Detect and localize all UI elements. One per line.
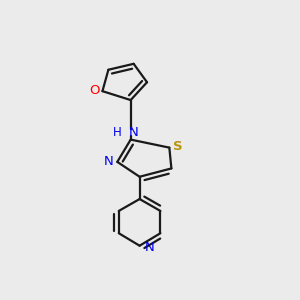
Text: N: N	[129, 126, 139, 139]
Text: S: S	[173, 140, 183, 153]
Text: H: H	[113, 126, 122, 139]
Text: N: N	[145, 241, 154, 254]
Text: O: O	[89, 84, 99, 97]
Text: N: N	[103, 155, 113, 168]
